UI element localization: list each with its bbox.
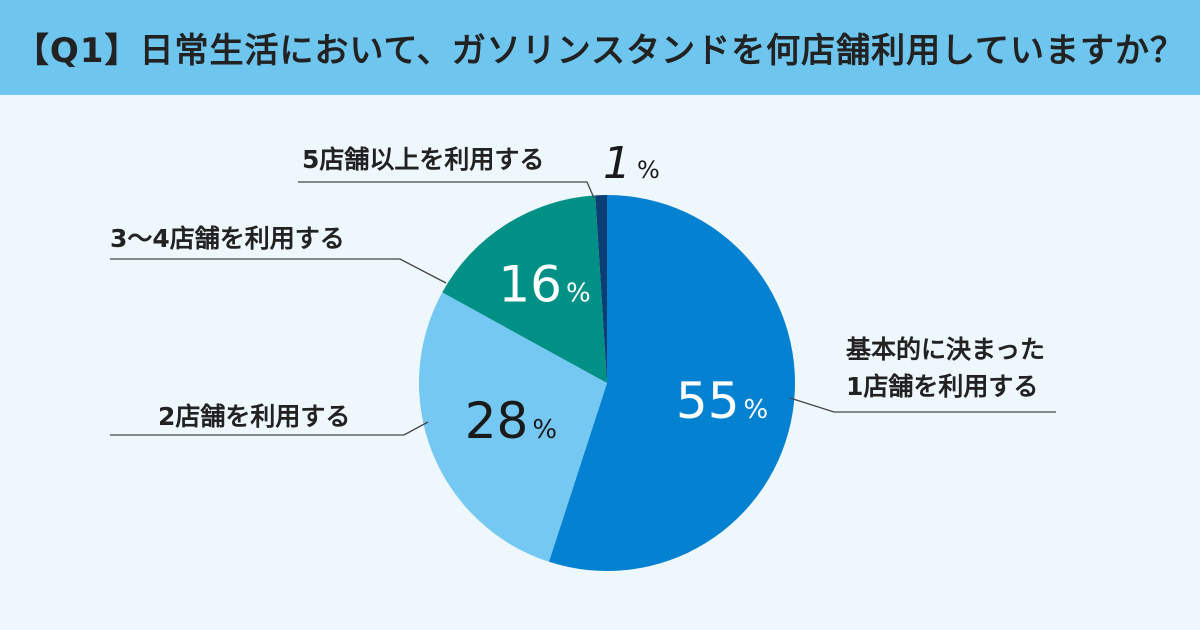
slice-label-2-line-1: 2店舗を利用する bbox=[158, 402, 350, 431]
slice-label-1-line-2: 1店舗を利用する bbox=[846, 372, 1038, 401]
slice-label-4-line-1: 5店舗以上を利用する bbox=[302, 145, 544, 174]
pie-slice-1 bbox=[548, 195, 795, 571]
slice-label-3-line-1: 3〜4店舗を利用する bbox=[110, 224, 345, 253]
slice-label-1-line-1: 基本的に決まった bbox=[846, 335, 1045, 364]
slice-value-3: 16% bbox=[498, 256, 590, 314]
chart-title: 【Q1】日常生活において、ガソリンスタンドを何店舗利用していますか？ bbox=[14, 31, 1186, 71]
header-bar: 【Q1】日常生活において、ガソリンスタンドを何店舗利用していますか？ bbox=[0, 0, 1200, 95]
leader-line-2 bbox=[110, 421, 429, 436]
slice-value-1: 55% bbox=[676, 372, 768, 430]
pie-slice-3 bbox=[442, 195, 607, 383]
slice-value-4: 1% bbox=[603, 138, 660, 189]
leader-line-4 bbox=[298, 181, 595, 199]
pie-slice-4 bbox=[595, 195, 607, 383]
pie-slice-2 bbox=[418, 292, 607, 562]
slice-value-2: 28% bbox=[465, 392, 557, 450]
leader-line-1 bbox=[789, 397, 1056, 413]
leader-line-3 bbox=[110, 258, 447, 284]
